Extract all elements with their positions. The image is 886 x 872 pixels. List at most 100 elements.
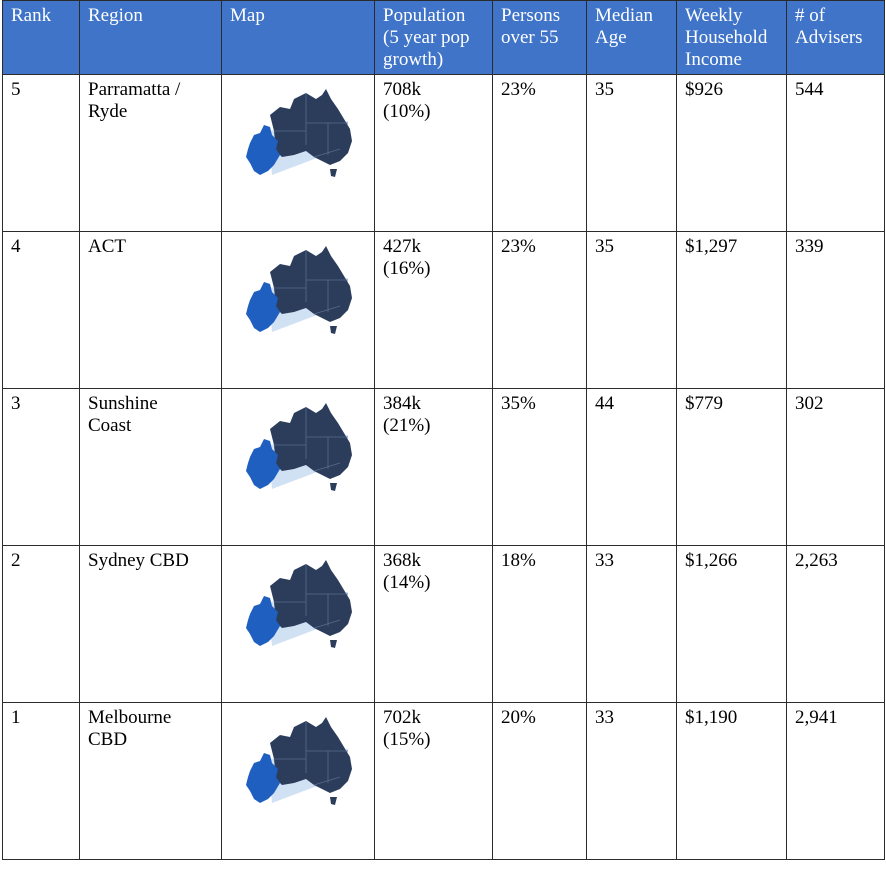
population-value: 708k <box>383 79 421 100</box>
region-line: Parramatta / <box>88 79 181 100</box>
advisers-value: 2,941 <box>795 707 838 728</box>
median-age-cell: 35 <box>586 74 677 232</box>
rank-cell: 2 <box>2 545 80 703</box>
australia-map-icon <box>246 89 352 177</box>
population-growth: (21%) <box>383 415 431 436</box>
weekly-income-cell: $1,297 <box>676 231 787 389</box>
weekly-income-value: $1,297 <box>685 236 738 257</box>
rank-cell: 3 <box>2 388 80 546</box>
weekly-income-cell: $926 <box>676 74 787 232</box>
region-line: Sydney CBD <box>88 550 189 571</box>
header-advisers: # of Advisers <box>786 0 885 75</box>
region-cell: Melbourne CBD <box>79 702 222 860</box>
population-growth: (10%) <box>383 101 431 122</box>
rank-cell: 5 <box>2 74 80 232</box>
population-cell: 427k (16%) <box>374 231 493 389</box>
population-cell: 702k (15%) <box>374 702 493 860</box>
table-row: 4 ACT 427k (16%) 23% 35 $1,297 339 <box>2 231 885 389</box>
region-cell: Sydney CBD <box>79 545 222 703</box>
persons-over-55-cell: 20% <box>492 702 587 860</box>
rank-value: 3 <box>11 393 21 414</box>
header-weekly-income: Weekly Household Income <box>676 0 787 75</box>
population-value: 702k <box>383 707 421 728</box>
persons-over-55-cell: 35% <box>492 388 587 546</box>
header-income-line: Weekly <box>685 5 743 26</box>
persons-over-55-value: 20% <box>501 707 536 728</box>
median-age-value: 33 <box>595 707 614 728</box>
persons-over-55-value: 35% <box>501 393 536 414</box>
map-cell <box>221 388 375 546</box>
region-line: ACT <box>88 236 126 257</box>
australia-map-icon <box>246 403 352 491</box>
median-age-value: 44 <box>595 393 614 414</box>
table-header-row: Rank Region Map Population (5 year pop g… <box>2 0 885 75</box>
rank-value: 5 <box>11 79 21 100</box>
map-cell <box>221 231 375 389</box>
median-age-cell: 33 <box>586 545 677 703</box>
header-population-line: (5 year pop <box>383 27 470 48</box>
weekly-income-value: $779 <box>685 393 723 414</box>
weekly-income-cell: $1,190 <box>676 702 787 860</box>
median-age-cell: 44 <box>586 388 677 546</box>
population-value: 384k <box>383 393 421 414</box>
header-advisers-line: Advisers <box>795 27 863 48</box>
median-age-cell: 35 <box>586 231 677 389</box>
header-persons-line: over 55 <box>501 27 559 48</box>
rank-cell: 1 <box>2 702 80 860</box>
median-age-value: 35 <box>595 79 614 100</box>
header-population: Population (5 year pop growth) <box>374 0 493 75</box>
rank-value: 1 <box>11 707 21 728</box>
australia-map-icon <box>246 246 352 334</box>
weekly-income-value: $926 <box>685 79 723 100</box>
population-value: 427k <box>383 236 421 257</box>
header-income-line: Household <box>685 27 768 48</box>
map-cell <box>221 545 375 703</box>
weekly-income-value: $1,190 <box>685 707 738 728</box>
header-advisers-line: # of <box>795 5 826 26</box>
population-growth: (16%) <box>383 258 431 279</box>
rank-value: 2 <box>11 550 21 571</box>
header-median-line: Age <box>595 27 627 48</box>
header-rank: Rank <box>2 0 80 75</box>
header-median-line: Median <box>595 5 654 26</box>
table-row: 2 Sydney CBD 368k (14%) 18% 33 $1,266 2,… <box>2 545 885 703</box>
median-age-value: 33 <box>595 550 614 571</box>
advisers-cell: 302 <box>786 388 885 546</box>
weekly-income-value: $1,266 <box>685 550 738 571</box>
table-row: 3 Sunshine Coast 384k (21%) 35% 44 $779 … <box>2 388 885 546</box>
region-line: Coast <box>88 415 132 436</box>
population-cell: 708k (10%) <box>374 74 493 232</box>
persons-over-55-cell: 18% <box>492 545 587 703</box>
region-line: Sunshine <box>88 393 158 414</box>
weekly-income-cell: $1,266 <box>676 545 787 703</box>
advisers-cell: 544 <box>786 74 885 232</box>
weekly-income-cell: $779 <box>676 388 787 546</box>
advisers-value: 302 <box>795 393 824 414</box>
header-population-line: growth) <box>383 49 444 70</box>
persons-over-55-cell: 23% <box>492 74 587 232</box>
persons-over-55-cell: 23% <box>492 231 587 389</box>
map-cell <box>221 702 375 860</box>
population-cell: 368k (14%) <box>374 545 493 703</box>
region-cell: Sunshine Coast <box>79 388 222 546</box>
median-age-cell: 33 <box>586 702 677 860</box>
australia-map-icon <box>246 560 352 648</box>
persons-over-55-value: 23% <box>501 79 536 100</box>
map-cell <box>221 74 375 232</box>
header-map: Map <box>221 0 375 75</box>
region-line: Ryde <box>88 101 128 122</box>
advisers-cell: 2,263 <box>786 545 885 703</box>
region-line: CBD <box>88 729 128 750</box>
population-growth: (14%) <box>383 572 431 593</box>
region-line: Melbourne <box>88 707 172 728</box>
table-row: 1 Melbourne CBD 702k (15%) 20% 33 $1,190… <box>2 702 885 860</box>
advisers-cell: 339 <box>786 231 885 389</box>
region-cell: Parramatta / Ryde <box>79 74 222 232</box>
australia-map-icon <box>246 717 352 805</box>
header-population-line: Population <box>383 5 466 26</box>
advisers-cell: 2,941 <box>786 702 885 860</box>
table-body: 5 Parramatta / Ryde 708k (10%) 23% 35 $9… <box>2 74 885 860</box>
rank-cell: 4 <box>2 231 80 389</box>
advisers-value: 339 <box>795 236 824 257</box>
